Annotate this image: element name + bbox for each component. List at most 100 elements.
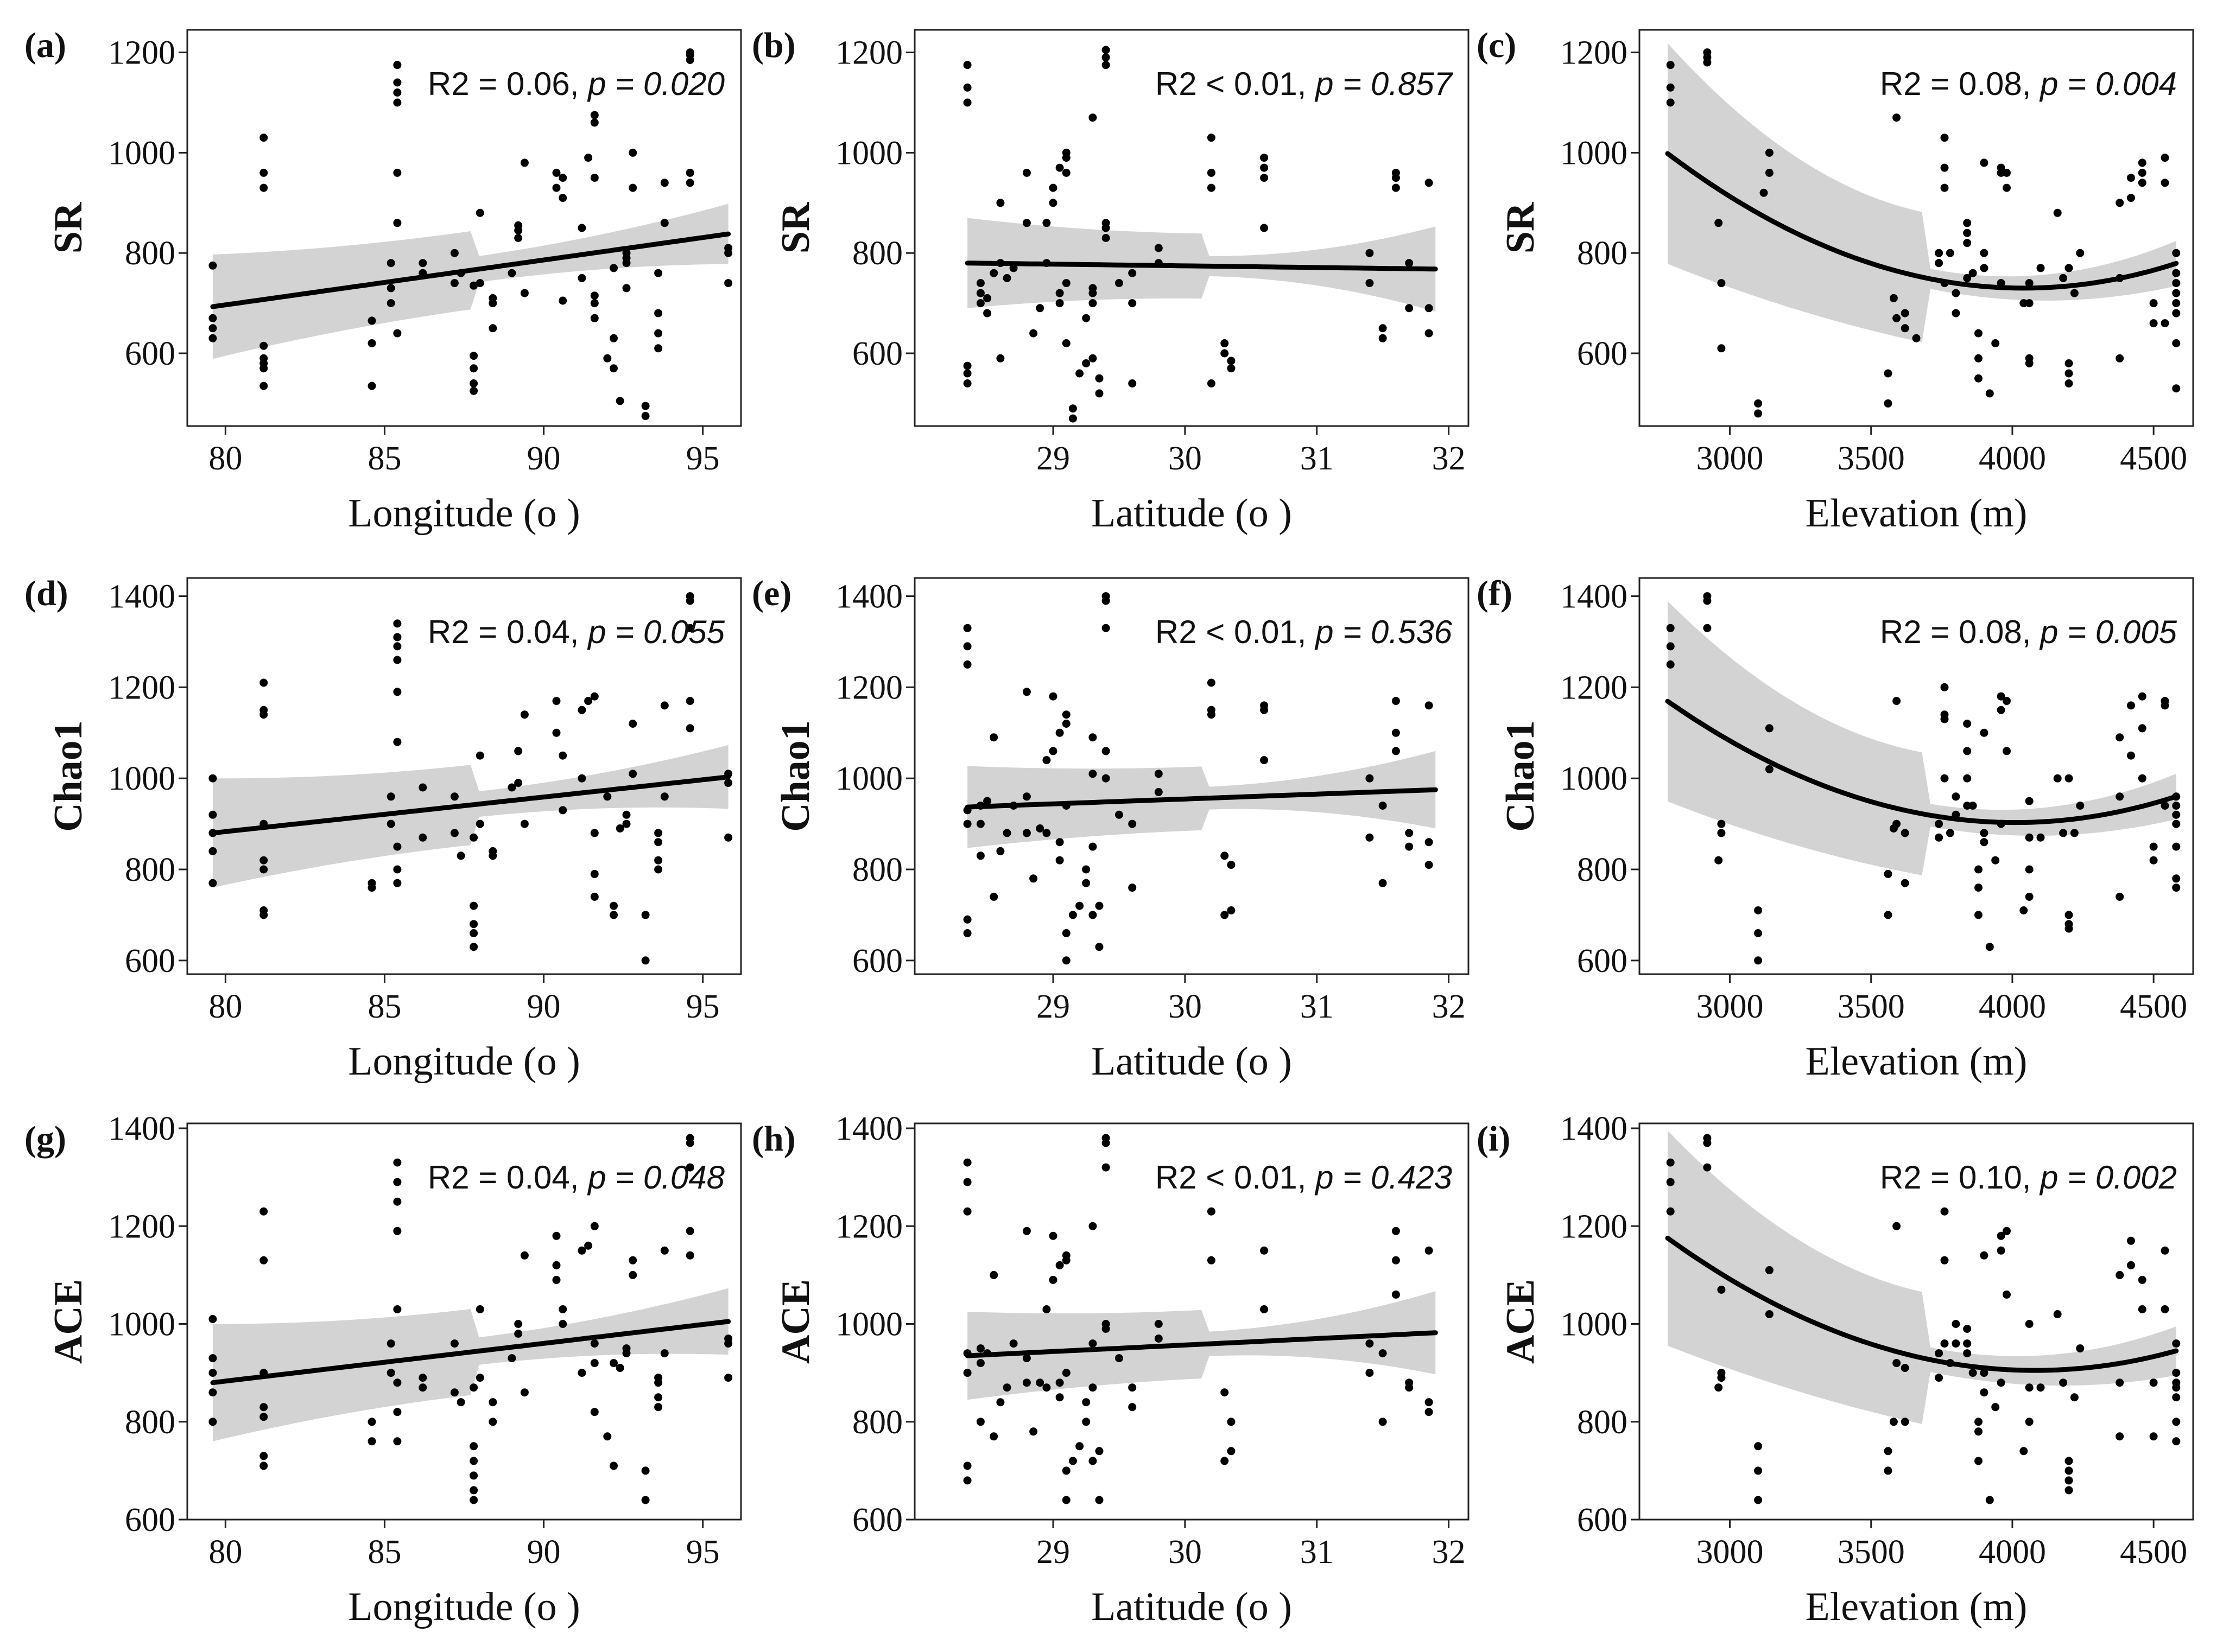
data-point (1424, 329, 1433, 338)
data-point (590, 174, 599, 182)
data-point (1029, 874, 1038, 883)
data-point (2003, 747, 2011, 755)
data-point (2116, 792, 2124, 801)
data-point (259, 1452, 268, 1460)
panel-label: (h) (752, 1119, 796, 1159)
data-point (2138, 179, 2146, 187)
data-point (1946, 829, 1954, 837)
data-point (1009, 802, 1018, 810)
data-point (1049, 199, 1057, 207)
data-point (419, 1383, 427, 1392)
stat-annotation: R2 = 0.04, p = 0.048 (428, 1159, 725, 1196)
data-point (2116, 733, 2124, 742)
data-point (1666, 660, 1675, 669)
data-point (514, 747, 523, 755)
y-tick-label: 800 (125, 235, 175, 272)
data-point (450, 1388, 459, 1397)
fit-line (1665, 151, 2179, 291)
r2-text: R2 < 0.01, (1155, 66, 1315, 102)
data-point (1901, 1418, 1909, 1426)
x-tick-label: 29 (1036, 988, 1070, 1025)
data-point (1991, 1403, 2000, 1412)
data-point (1997, 692, 2005, 701)
data-point (1114, 810, 1123, 819)
data-point (552, 1275, 561, 1284)
data-point (2025, 1320, 2034, 1328)
data-point (1101, 61, 1110, 69)
data-point (208, 774, 217, 783)
data-point (1703, 48, 1712, 57)
data-point (368, 1418, 376, 1426)
x-axis-title: Longitude (o ) (348, 1585, 580, 1629)
data-point (1101, 592, 1110, 601)
data-point (2003, 168, 2011, 177)
data-point (1088, 354, 1097, 363)
data-point (1378, 324, 1387, 333)
data-point (1974, 1418, 1983, 1426)
plot-frame (186, 29, 742, 427)
data-point (520, 1251, 529, 1260)
data-point (1095, 901, 1104, 910)
data-point (2161, 1246, 2169, 1255)
y-tick-label: 1000 (835, 760, 903, 797)
data-point (1095, 374, 1104, 383)
data-point (1946, 1359, 1954, 1368)
panel-c: 3000 3500 4000 4500 600 800 1000 1200 Elevation … (1477, 26, 2194, 536)
data-point (1997, 1378, 2005, 1387)
confidence-band (212, 1288, 729, 1441)
data-point (976, 299, 985, 308)
data-point (686, 697, 694, 706)
r2-text: R2 = 0.06, (428, 66, 588, 102)
x-tick-label: 95 (686, 1534, 720, 1571)
data-point (470, 364, 478, 373)
data-point (990, 1432, 998, 1441)
stat-annotation: R2 = 0.08, p = 0.005 (1880, 614, 2177, 650)
data-point (660, 1349, 669, 1358)
data-point (559, 751, 567, 760)
y-tick-label: 600 (1577, 943, 1627, 980)
y-tick-label: 1200 (1560, 1208, 1627, 1245)
data-point (1022, 688, 1031, 696)
data-point (393, 1437, 402, 1446)
data-point (2116, 1432, 2124, 1441)
data-point (208, 1315, 217, 1323)
data-point (1703, 1134, 1712, 1142)
data-point (2172, 339, 2181, 347)
data-point (1997, 706, 2005, 714)
data-point (963, 1369, 972, 1377)
data-point (393, 633, 402, 641)
data-point (1022, 792, 1031, 801)
data-point (2059, 274, 2068, 282)
data-point (1884, 869, 1892, 878)
data-point (1974, 865, 1983, 874)
data-point (1003, 829, 1011, 837)
data-point (1424, 1246, 1433, 1255)
data-point (1963, 720, 1972, 728)
x-axis-title: Elevation (m) (1806, 1039, 2028, 1084)
data-point (654, 329, 663, 338)
data-point (476, 819, 484, 828)
data-point (368, 339, 376, 347)
data-point (1101, 1320, 1110, 1328)
data-point (1974, 1457, 1983, 1465)
data-point (2059, 829, 2068, 837)
data-point (2127, 1236, 2135, 1245)
x-tick-label: 31 (1300, 1534, 1334, 1571)
data-point (1095, 389, 1104, 398)
data-point (457, 269, 465, 277)
data-point (1082, 879, 1091, 887)
data-point (2025, 279, 2034, 288)
data-point (963, 819, 972, 828)
data-point (1997, 1246, 2005, 1255)
data-point (1754, 399, 1763, 408)
data-point (1128, 269, 1137, 277)
data-point (1378, 879, 1387, 887)
data-point (1055, 299, 1064, 308)
fit-line (965, 1330, 1438, 1358)
data-point (387, 299, 395, 308)
data-point (2172, 1393, 2181, 1402)
data-point (996, 259, 1005, 268)
data-point (1940, 1207, 1949, 1216)
data-point (2172, 299, 2181, 308)
data-point (559, 806, 567, 815)
